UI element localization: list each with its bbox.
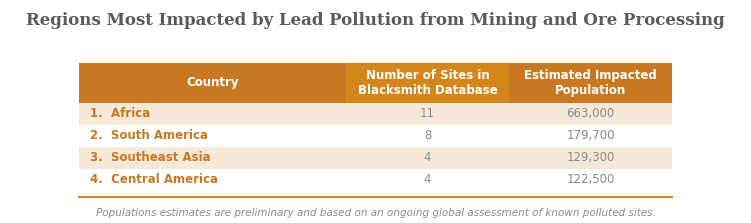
Text: 4: 4	[424, 173, 431, 186]
Text: 122,500: 122,500	[566, 173, 615, 186]
Bar	[79, 147, 345, 169]
Text: 4: 4	[424, 151, 431, 164]
Text: 179,700: 179,700	[566, 129, 615, 142]
Bar	[79, 63, 345, 103]
Bar	[79, 169, 345, 191]
Text: Populations estimates are preliminary and based on an ongoing global assessment : Populations estimates are preliminary an…	[95, 209, 656, 218]
Text: 11: 11	[420, 107, 435, 120]
Text: 3.  Southeast Asia: 3. Southeast Asia	[90, 151, 211, 164]
Bar	[79, 103, 345, 125]
Bar	[509, 63, 672, 103]
Bar	[509, 125, 672, 147]
Text: Number of Sites in
Blacksmith Database: Number of Sites in Blacksmith Database	[357, 69, 497, 97]
Bar	[345, 63, 509, 103]
Bar	[345, 125, 509, 147]
Bar	[345, 147, 509, 169]
Bar	[509, 103, 672, 125]
Text: Regions Most Impacted by Lead Pollution from Mining and Ore Processing: Regions Most Impacted by Lead Pollution …	[26, 12, 725, 29]
Text: 663,000: 663,000	[566, 107, 615, 120]
Text: 129,300: 129,300	[566, 151, 615, 164]
Text: Country: Country	[186, 76, 239, 89]
Bar	[345, 169, 509, 191]
Bar	[509, 169, 672, 191]
Text: 4.  Central America: 4. Central America	[90, 173, 218, 186]
Text: 1.  Africa: 1. Africa	[90, 107, 150, 120]
Bar	[79, 125, 345, 147]
Text: Estimated Impacted
Population: Estimated Impacted Population	[524, 69, 657, 97]
Bar	[345, 103, 509, 125]
Text: 2.  South America: 2. South America	[90, 129, 208, 142]
Bar	[509, 147, 672, 169]
Text: 8: 8	[424, 129, 431, 142]
